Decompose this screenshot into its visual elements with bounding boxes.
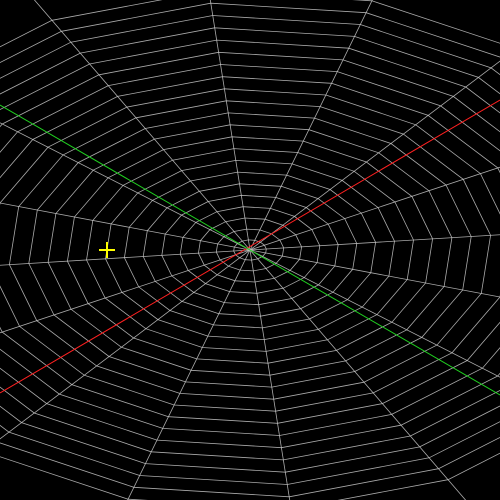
grid-spoke <box>249 234 500 251</box>
red-axis <box>0 99 500 394</box>
grid-spoke <box>0 249 251 334</box>
grid-ring <box>0 15 500 485</box>
grid-spoke <box>0 202 251 251</box>
grid-spoke <box>249 249 500 298</box>
grid-ring <box>0 88 500 412</box>
green-axis <box>0 104 500 396</box>
grid-spoke <box>209 0 251 251</box>
grid-spoke <box>249 60 500 251</box>
crosshair-icon <box>99 242 115 258</box>
grid-spoke <box>249 249 291 500</box>
grid-spoke <box>249 166 500 251</box>
grid-ring <box>0 39 500 461</box>
grid-ring <box>0 51 500 449</box>
grid-spoke <box>0 249 251 266</box>
grid-ring <box>0 76 500 424</box>
grid-spoke <box>0 122 251 251</box>
grid-spoke <box>0 249 251 440</box>
grid-spoke <box>127 249 251 500</box>
grid-spoke <box>33 0 251 251</box>
grid-spoke <box>249 249 500 378</box>
grid-ring <box>0 64 500 436</box>
grid-ring <box>0 27 500 473</box>
grid-spoke <box>249 0 373 251</box>
axes-group <box>0 99 500 396</box>
grid-spoke <box>249 249 467 500</box>
